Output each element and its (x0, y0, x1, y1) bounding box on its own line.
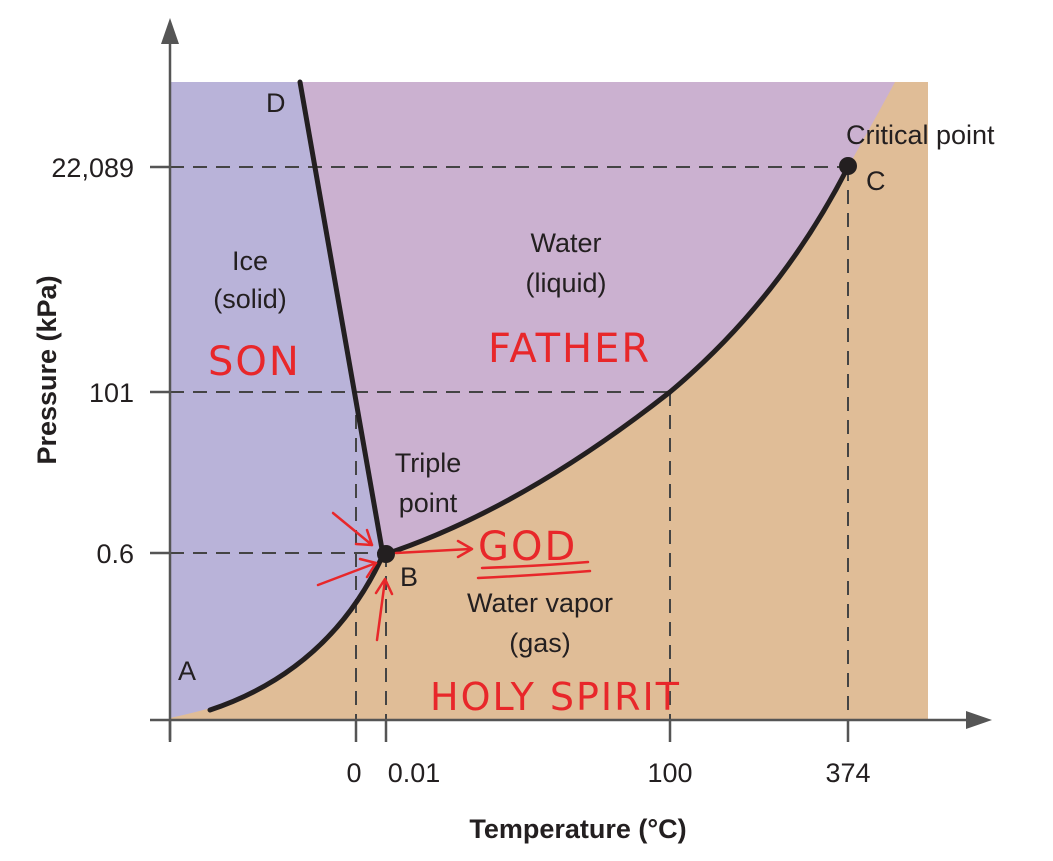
x-axis-title: Temperature (°C) (469, 814, 686, 844)
ice-label-line1: Ice (232, 246, 268, 276)
solid-region (170, 82, 383, 718)
x-tick-label-374: 374 (825, 758, 870, 788)
y-axis-title: Pressure (kPa) (32, 275, 62, 464)
arrow-below (375, 578, 387, 642)
arrow-to-god (394, 547, 472, 555)
triple-point-dot (377, 545, 395, 563)
x-tick-label-0: 0 (346, 758, 361, 788)
arrow-upper-left (331, 511, 374, 547)
point-label-a: A (178, 656, 196, 686)
water-label-line2: (liquid) (525, 268, 606, 298)
melting-curve-BD (297, 79, 386, 558)
handwritten-god: GOD (478, 524, 577, 570)
handwritten-holy-spirit: HOLY SPIRIT (430, 675, 681, 719)
x-tick-label-100: 100 (647, 758, 692, 788)
vapor-label-line2: (gas) (509, 628, 571, 658)
vapor-label-line1: Water vapor (467, 588, 613, 618)
ice-label-line2: (solid) (213, 284, 287, 314)
water-label-line1: Water (530, 228, 601, 258)
point-label-b: B (400, 562, 418, 592)
red-arrows (316, 511, 474, 642)
god-underline (476, 560, 592, 580)
liquid-region (300, 82, 895, 555)
y-tick-label-101: 101 (89, 378, 134, 408)
critical-point-dot (839, 157, 857, 175)
triple-point-label-line2: point (399, 488, 458, 518)
handwritten-father: FATHER (488, 326, 651, 372)
arrow-left (316, 561, 378, 587)
x-axis-arrow (966, 711, 992, 729)
y-tick-label-0-6: 0.6 (96, 539, 134, 569)
point-label-d: D (266, 88, 286, 118)
critical-point-label: Critical point (846, 120, 995, 150)
handwritten-son: SON (208, 339, 301, 385)
y-tick-label-22089: 22,089 (51, 153, 134, 183)
point-label-c: C (866, 166, 886, 196)
y-axis-arrow (161, 18, 179, 44)
vaporization-curve-BC (380, 164, 851, 558)
x-tick-label-0-01: 0.01 (388, 758, 441, 788)
triple-point-label-line1: Triple (395, 448, 462, 478)
sublimation-curve-AB (207, 552, 386, 713)
